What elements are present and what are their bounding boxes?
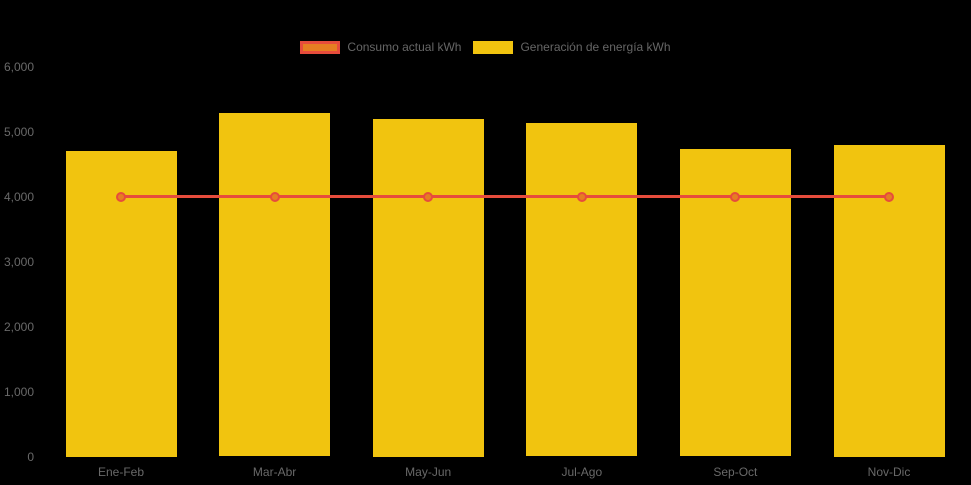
y-tick-label: 0 bbox=[27, 449, 34, 464]
data-point-Sep-Oct[interactable] bbox=[730, 191, 741, 202]
legend: Consumo actual kWh Generación de energía… bbox=[0, 40, 971, 54]
data-point-Mar-Abr[interactable] bbox=[269, 191, 280, 202]
legend-label-generacion-energia: Generación de energía kWh bbox=[520, 40, 671, 54]
data-point-May-Jun[interactable] bbox=[423, 191, 434, 202]
x-tick-label: Ene-Feb bbox=[97, 465, 145, 479]
generacion-energia-swatch-icon bbox=[473, 40, 514, 54]
bar-May-Jun[interactable] bbox=[372, 118, 484, 457]
data-point-Ene-Feb[interactable] bbox=[116, 191, 126, 202]
y-tick-label: 6,000 bbox=[3, 59, 34, 74]
data-point-Nov-Dic[interactable] bbox=[884, 191, 894, 202]
y-tick-label: 3,000 bbox=[3, 254, 34, 269]
x-tick-label: Mar-Abr bbox=[252, 465, 297, 479]
legend-item-generacion-energia[interactable]: Generación de energía kWh bbox=[473, 40, 671, 54]
x-tick-label: Nov-Dic bbox=[867, 465, 911, 479]
x-tick-label: May-Jun bbox=[405, 465, 452, 479]
y-tick-label: 4,000 bbox=[3, 189, 34, 204]
y-tick-label: 5,000 bbox=[3, 124, 34, 139]
y-tick-label: 1,000 bbox=[3, 384, 34, 399]
consumo-line bbox=[121, 195, 889, 198]
x-tick-label: Jul-Ago bbox=[561, 465, 603, 479]
consumo-actual-swatch-icon bbox=[300, 40, 341, 54]
data-point-Jul-Ago[interactable] bbox=[576, 191, 587, 202]
legend-label-consumo-actual: Consumo actual kWh bbox=[347, 40, 462, 54]
x-tick-label: Sep-Oct bbox=[713, 465, 758, 479]
bar-Mar-Abr[interactable] bbox=[219, 113, 331, 457]
bar-Ene-Feb[interactable] bbox=[65, 151, 177, 457]
y-tick-label: 2,000 bbox=[3, 319, 34, 334]
bar-Jul-Ago[interactable] bbox=[526, 123, 638, 457]
legend-item-consumo-actual[interactable]: Consumo actual kWh bbox=[300, 40, 461, 54]
